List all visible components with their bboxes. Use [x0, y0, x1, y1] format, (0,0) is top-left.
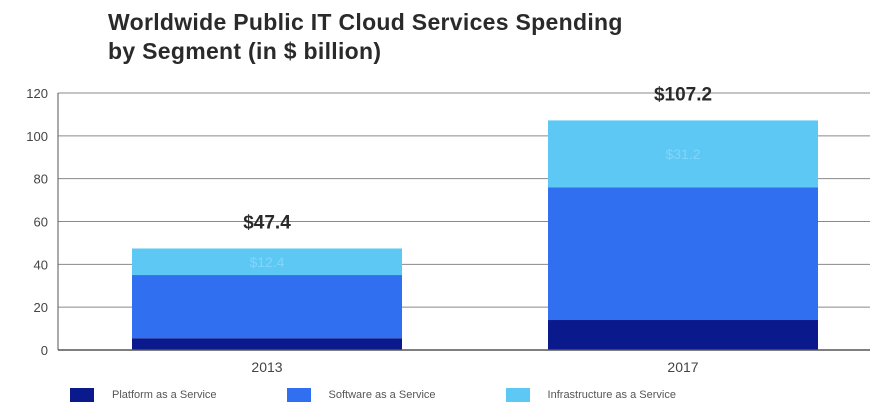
legend-swatch-iaas	[505, 388, 530, 402]
chart-title: Worldwide Public IT Cloud Services Spend…	[108, 8, 623, 66]
y-tick-label-40: 40	[34, 257, 48, 272]
y-tick-label-20: 20	[34, 300, 48, 315]
segment-label-2017: $31.2	[665, 146, 700, 162]
legend-label-paas: Platform as a Service	[112, 389, 217, 401]
segment-label-2013: $12.4	[249, 254, 284, 270]
legend-label-saas: Software as a Service	[328, 389, 436, 401]
bar-2013-platform-as-a-service	[132, 338, 402, 350]
bar-2017-software-as-a-service	[548, 187, 818, 321]
y-tick-label-120: 120	[26, 86, 48, 101]
legend-item-saas: Software as a Service	[286, 388, 436, 402]
bar-2017-platform-as-a-service	[548, 320, 818, 350]
total-label-2013: $47.4	[243, 212, 291, 233]
y-tick-label-0: 0	[41, 343, 48, 358]
bar-2013-infrastructure-as-a-service	[132, 248, 402, 276]
y-tick-label-60: 60	[34, 215, 48, 230]
chart-title-line-2: by Segment (in $ billion)	[108, 38, 382, 64]
legend-item-paas: Platform as a Service	[70, 388, 217, 402]
total-label-2017: $107.2	[654, 84, 712, 105]
legend-label-iaas: Infrastructure as a Service	[547, 389, 676, 401]
bar-2013-software-as-a-service	[132, 275, 402, 339]
chart-legend: Platform as a Service Software as a Serv…	[70, 388, 676, 402]
legend-item-iaas: Infrastructure as a Service	[505, 388, 676, 402]
x-tick-label-2013: 2013	[251, 359, 282, 375]
legend-swatch-paas	[70, 388, 94, 402]
legend-swatch-saas	[286, 388, 311, 402]
bar-2017-infrastructure-as-a-service	[548, 120, 818, 188]
y-tick-label-100: 100	[26, 129, 48, 144]
y-tick-label-80: 80	[34, 172, 48, 187]
chart-title-line-1: Worldwide Public IT Cloud Services Spend…	[108, 9, 623, 35]
x-tick-label-2017: 2017	[667, 359, 698, 375]
